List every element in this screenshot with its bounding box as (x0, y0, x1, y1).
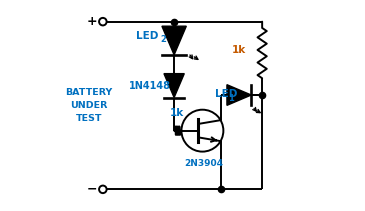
Polygon shape (164, 74, 184, 97)
Text: LED: LED (137, 31, 159, 41)
Text: BATTERY
UNDER
TEST: BATTERY UNDER TEST (66, 88, 113, 123)
Polygon shape (227, 85, 251, 105)
Text: 1N4148: 1N4148 (129, 81, 171, 91)
Text: +: + (87, 15, 97, 28)
Text: 1k: 1k (232, 45, 246, 55)
Text: LED: LED (215, 89, 238, 99)
Polygon shape (162, 26, 186, 55)
Text: 2: 2 (161, 35, 166, 44)
Text: 1: 1 (228, 94, 234, 103)
Text: 2N3904: 2N3904 (184, 159, 223, 168)
Text: 1k: 1k (170, 108, 184, 118)
Text: −: − (87, 183, 97, 195)
